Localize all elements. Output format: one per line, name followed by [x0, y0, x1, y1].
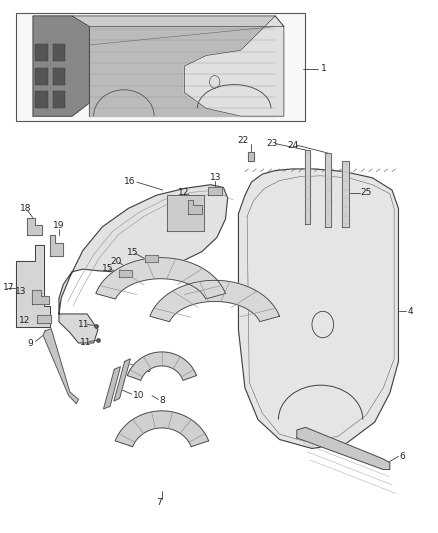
Text: 15: 15 [127, 248, 139, 257]
Text: 11: 11 [80, 338, 91, 347]
Bar [16, 13, 305, 122]
Text: 6: 6 [400, 452, 406, 461]
Text: 24: 24 [287, 141, 299, 150]
Polygon shape [43, 329, 78, 403]
Polygon shape [119, 270, 132, 277]
Polygon shape [96, 257, 226, 299]
Text: 13: 13 [15, 287, 26, 296]
Text: 22: 22 [237, 136, 248, 146]
Polygon shape [103, 367, 120, 409]
Text: 13: 13 [209, 173, 221, 182]
Polygon shape [342, 161, 349, 227]
Text: 1: 1 [321, 64, 326, 73]
Polygon shape [238, 169, 399, 448]
Polygon shape [188, 200, 202, 214]
Polygon shape [59, 185, 228, 314]
Text: 9: 9 [28, 339, 34, 348]
Bar [35, 68, 48, 85]
Text: 17: 17 [3, 283, 14, 292]
Polygon shape [33, 16, 89, 116]
Text: 15: 15 [102, 264, 114, 272]
Text: 20: 20 [110, 257, 121, 266]
Polygon shape [115, 411, 208, 447]
Text: 12: 12 [178, 188, 189, 197]
Text: 10: 10 [133, 391, 144, 400]
Polygon shape [16, 245, 50, 327]
Bar [53, 68, 66, 85]
Polygon shape [59, 314, 98, 343]
Bar [35, 44, 48, 61]
Text: 4: 4 [407, 307, 413, 316]
Text: 11: 11 [78, 320, 89, 329]
Text: 18: 18 [20, 204, 32, 213]
Text: 21: 21 [234, 288, 246, 297]
Polygon shape [247, 151, 254, 161]
Polygon shape [114, 359, 131, 401]
Text: 23: 23 [267, 139, 278, 148]
Polygon shape [37, 315, 51, 324]
Polygon shape [145, 255, 158, 262]
Polygon shape [167, 195, 204, 231]
Text: 12: 12 [19, 316, 31, 325]
Polygon shape [72, 16, 284, 27]
Text: 16: 16 [124, 176, 135, 185]
Polygon shape [208, 188, 223, 195]
Bar [53, 44, 66, 61]
Polygon shape [304, 150, 310, 224]
Polygon shape [150, 280, 279, 321]
Bar [35, 91, 48, 108]
Polygon shape [50, 235, 64, 256]
Polygon shape [325, 153, 331, 227]
Polygon shape [27, 218, 42, 235]
Text: 7: 7 [156, 498, 162, 507]
Text: 25: 25 [361, 188, 372, 197]
Text: 10: 10 [141, 365, 153, 374]
Polygon shape [32, 290, 49, 304]
Polygon shape [297, 427, 390, 470]
Polygon shape [89, 27, 275, 116]
Text: 19: 19 [53, 221, 64, 230]
Polygon shape [127, 352, 197, 381]
Bar [53, 91, 66, 108]
Polygon shape [184, 16, 284, 116]
Text: 8: 8 [159, 397, 165, 406]
